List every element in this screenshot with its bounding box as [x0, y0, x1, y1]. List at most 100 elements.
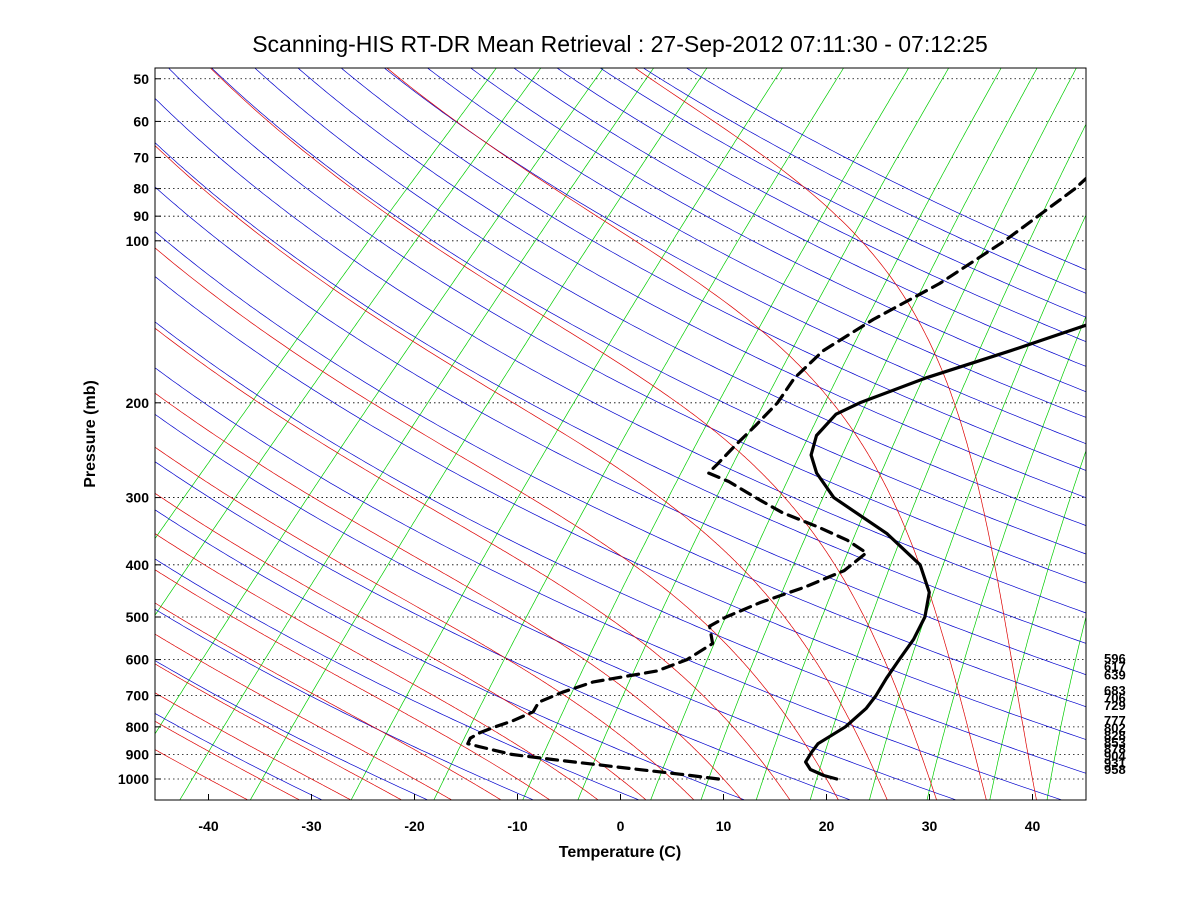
y-tick-600: 600: [126, 652, 150, 668]
right-label-828: 828: [1104, 728, 1126, 743]
mixing-ratio-7: [700, 68, 1038, 800]
x-tick-20: 20: [819, 818, 835, 834]
dry-adiabat-500: [685, 68, 1086, 271]
dry-adiabat-260: [155, 608, 535, 800]
mixing-ratio-5: [650, 68, 1002, 800]
right-label-777: 777: [1104, 713, 1126, 728]
mixing-ratio-28: [926, 315, 1086, 800]
temperature-profile: [804, 323, 1086, 781]
dry-adiabat-320: [155, 321, 1086, 774]
y-tick-700: 700: [126, 688, 150, 704]
moist-adiabat--5: [155, 533, 599, 800]
right-label-802: 802: [1104, 720, 1126, 735]
dry-adiabat-350: [155, 186, 1086, 676]
dry-adiabat-240: [155, 713, 323, 800]
moist-adiabat-40: [634, 68, 1037, 800]
moist-adiabat-25: [155, 145, 888, 800]
dry-adiabat-440: [426, 68, 1086, 418]
y-tick-300: 300: [126, 490, 150, 506]
mixing-ratio-0.02: [155, 68, 542, 616]
y-axis-label: Pressure (mb): [82, 380, 99, 488]
dry-adiabat-470: [556, 68, 1086, 343]
moist-adiabat-0: [155, 492, 647, 800]
x-tick-0: 0: [617, 818, 625, 834]
dry-adiabat-450: [470, 68, 1086, 393]
dry-adiabat-430: [383, 68, 1086, 445]
dry-adiabat-290: [155, 461, 852, 800]
y-tick-900: 900: [126, 746, 150, 762]
moist-adiabat-20: [155, 247, 839, 800]
dry-adiabat-250: [155, 660, 429, 800]
dry-adiabat-460: [513, 68, 1086, 367]
moist-adiabat--35: [155, 720, 301, 800]
mixing-ratio-0.2: [249, 68, 708, 800]
y-tick-80: 80: [133, 181, 149, 197]
x-axis-ticks: -40 -30 -20 -10 0 10 20 30 40: [198, 794, 1040, 834]
y-tick-50: 50: [133, 71, 149, 87]
chart-title: Scanning-HIS RT-DR Mean Retrieval : 27-S…: [252, 31, 988, 57]
mixing-ratio-0.05: [155, 68, 604, 735]
mixing-ratio-100: [1156, 28, 1200, 802]
right-label-878: 878: [1104, 742, 1126, 757]
right-label-706: 706: [1104, 691, 1126, 706]
mixing-ratio-2: [522, 68, 909, 800]
y-tick-1000: 1000: [118, 771, 149, 787]
moist-adiabat-15: [155, 327, 791, 800]
dry-adiabat-340: [155, 231, 1086, 708]
dry-adiabat-330: [155, 276, 1086, 740]
dry-adiabat-370: [155, 97, 1086, 614]
dry-adiabat-380: [168, 68, 1086, 584]
dry-adiabat-410: [297, 68, 1086, 499]
x-tick-30: 30: [922, 818, 938, 834]
mixing-ratio-55: [1046, 615, 1086, 800]
x-tick--30: -30: [301, 818, 321, 834]
dry-adiabat-480: [599, 68, 1086, 318]
x-tick-10: 10: [716, 818, 732, 834]
moist-adiabat--40: [155, 749, 249, 800]
right-label-931: 931: [1104, 755, 1126, 770]
moist-adiabat--10: [155, 569, 551, 800]
moist-adiabat--25: [155, 663, 403, 800]
y-tick-70: 70: [133, 149, 149, 165]
mixing-ratio-40: [989, 449, 1086, 800]
dry-adiabat-420: [340, 68, 1086, 471]
mixing-ratio-0.5: [350, 68, 783, 800]
dry-adiabat-360: [155, 142, 1086, 644]
mixing-ratio-lines: [155, 28, 1200, 802]
right-label-958: 958: [1104, 762, 1126, 777]
plot-area: [155, 28, 1200, 802]
x-tick-40: 40: [1025, 818, 1041, 834]
mixing-ratio-0.1: [179, 68, 655, 800]
mixing-ratio-10: [755, 68, 1077, 800]
moist-adiabat--20: [155, 633, 453, 800]
x-tick--20: -20: [404, 818, 424, 834]
series-layer: [466, 176, 1086, 781]
dry-adiabat-280: [155, 509, 746, 800]
right-label-617: 617: [1104, 659, 1126, 674]
mixing-ratio-20: [869, 214, 1086, 800]
y-tick-800: 800: [126, 719, 150, 735]
x-tick--10: -10: [507, 818, 527, 834]
right-label-639: 639: [1104, 667, 1126, 682]
moist-adiabat-5: [155, 446, 695, 800]
right-label-596: 596: [1104, 651, 1126, 666]
dry-adiabat-490: [642, 68, 1086, 294]
mixing-ratio-1: [433, 68, 844, 800]
mixing-ratio-14: [809, 123, 1086, 800]
y-tick-400: 400: [126, 557, 150, 573]
dry-adiabat-270: [155, 558, 641, 800]
moist-adiabat--15: [155, 602, 502, 800]
moist-adiabats: [155, 68, 1037, 800]
right-pressure-labels: 5966176396837067297778028288538789049319…: [1104, 651, 1126, 777]
right-label-853: 853: [1104, 735, 1126, 750]
right-label-904: 904: [1104, 748, 1126, 763]
mixing-ratio-3: [577, 68, 950, 800]
moist-adiabat--30: [155, 692, 352, 800]
dry-adiabat-310: [155, 367, 1063, 800]
y-tick-100: 100: [126, 233, 150, 249]
moist-adiabat-30: [210, 68, 937, 800]
moist-adiabat-10: [155, 392, 743, 800]
right-label-683: 683: [1104, 683, 1126, 698]
y-tick-60: 60: [133, 113, 149, 129]
